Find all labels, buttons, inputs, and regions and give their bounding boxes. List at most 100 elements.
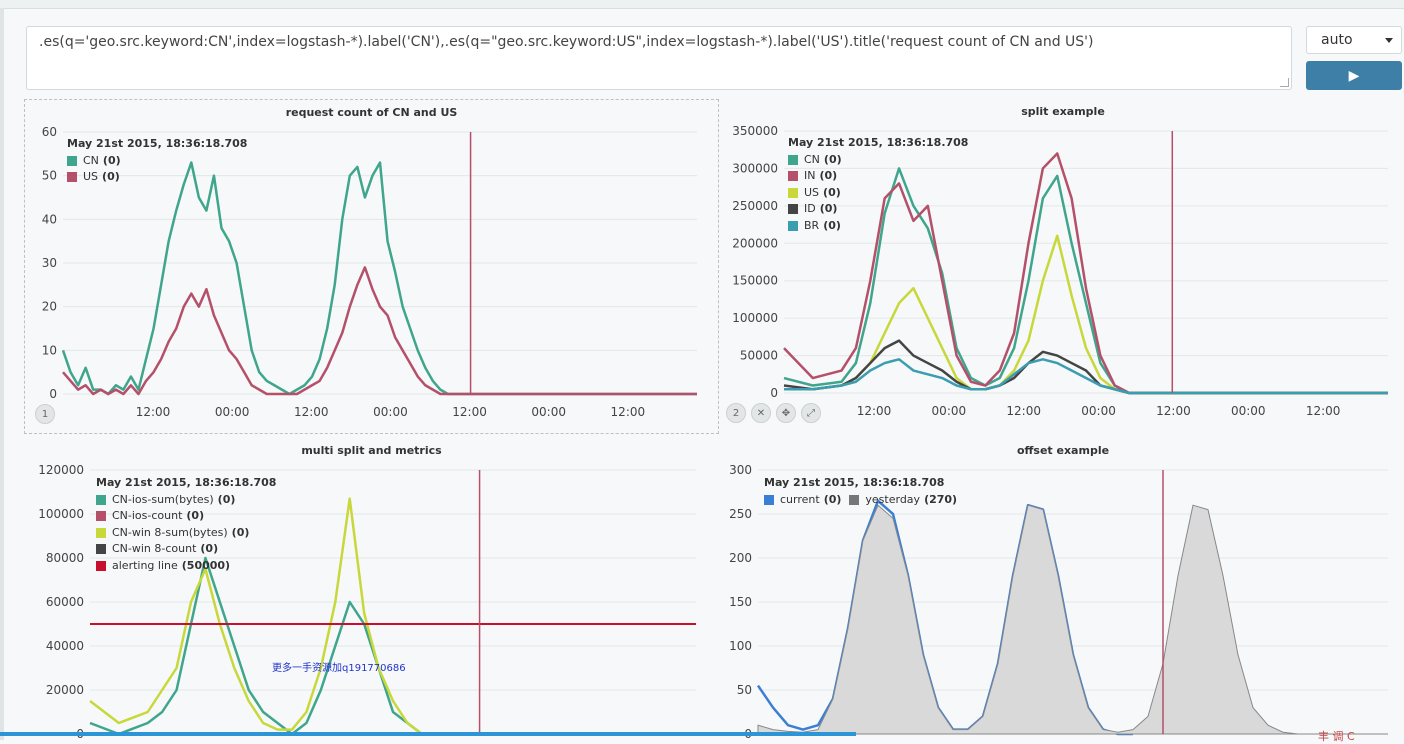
x-tick-label: 12:00 [857,404,892,418]
legend-label: BR [804,218,820,232]
progress-line [0,732,856,736]
legend-label: CN-ios-count [112,509,183,522]
series-area-yesterday [757,504,1388,735]
x-tick-label: 00:00 [1231,404,1266,418]
series-line-CN [61,161,697,396]
legend-item[interactable]: IN (0) [788,168,968,185]
x-tick-label: 00:00 [1081,404,1116,418]
y-tick-label: 120000 [38,463,84,477]
x-tick-label: 00:00 [531,405,566,419]
chart-control-button[interactable]: 1 [35,404,55,424]
chart-panel-request-count[interactable]: request count of CN and US 0 10 20 30 40 50 60… [24,99,719,434]
legend-item[interactable]: CN-ios-sum(bytes) (0) [96,492,276,509]
x-tick-label: 12:00 [1006,404,1041,418]
legend-value: (0) [102,153,121,167]
y-tick-label: 200 [729,551,752,565]
left-edge [0,8,4,740]
chart-control-button[interactable]: 2 [726,403,746,423]
y-tick-label: 350000 [732,124,778,138]
legend-value: (50000) [181,558,231,572]
y-tick-label: 250000 [732,199,778,213]
legend-item[interactable]: alerting line (50000) [96,558,276,575]
panel-title: request count of CN and US [285,106,458,119]
legend-value: (0) [186,509,205,522]
x-tick-label: 00:00 [215,405,250,419]
chart-svg: 0 10 20 30 40 50 60 12:00 00:00 12:00 00:00 12:00 00… [42,125,697,419]
legend-label: CN [804,152,820,166]
y-tick-label: 50 [42,169,57,183]
y-tick-label: 50 [737,683,752,697]
legend-value: (0) [823,185,841,199]
legend-swatch [67,155,77,166]
panel-title: offset example [1016,444,1110,457]
chart-control-button[interactable]: ✥ [776,403,796,423]
chart-panel-split-example[interactable]: split example 0 50000 100000 150000 200000 25… [722,99,1404,434]
y-tick-label: 100000 [38,507,84,521]
y-tick-label: 60000 [46,595,84,609]
legend-swatch [67,172,77,183]
legend-swatch [788,171,798,182]
chart-svg: 050100150200250300 [729,463,1388,741]
panel-title: split example [1021,105,1105,118]
interval-value: auto [1321,32,1353,48]
interval-select[interactable]: auto [1306,26,1402,54]
y-tick-label: 30 [42,256,57,270]
chart-panel-offset-example[interactable]: offset example 050100150200250300 May 21… [722,438,1404,741]
legend-swatch [764,494,774,505]
series-line-CN-win 8-sum(bytes) [89,497,451,736]
legend-label: ID [804,202,816,215]
series-line-US [62,266,697,396]
chart-control-button[interactable]: ⤢ [801,403,821,423]
chart-legend: May 21st 2015, 18:36:18.708 CN-ios-sum(by… [96,475,276,574]
play-icon: ▶ [1348,67,1360,84]
legend-swatch [788,204,798,215]
legend-swatch [788,220,798,231]
chart-legend: May 21st 2015, 18:36:18.708 CN (0) US (0) [67,136,247,186]
legend-label: CN-ios-sum(bytes) [112,492,214,506]
legend-item[interactable]: yesterday (270) [849,492,957,509]
legend-item[interactable]: CN-win 8-sum(bytes) (0) [96,525,276,542]
legend-value: (0) [823,218,841,232]
legend-label: CN-win 8-sum(bytes) [112,525,228,539]
legend-swatch [788,187,798,198]
legend-item[interactable]: BR (0) [788,218,968,235]
legend-label: alerting line [112,558,178,572]
legend-timestamp: May 21st 2015, 18:36:18.708 [764,476,945,489]
y-tick-label: 20 [42,300,57,314]
legend-value: (0) [102,170,120,183]
legend-value: (0) [819,202,838,215]
legend-timestamp: May 21st 2015, 18:36:18.708 [788,136,969,149]
top-bar [0,0,1404,9]
legend-item[interactable]: US (0) [67,169,247,186]
chart-legend: May 21st 2015, 18:36:18.708 current (0) yes… [764,475,965,508]
legend-item[interactable]: current (0) [764,492,841,509]
legend-item[interactable]: CN (0) [788,152,968,169]
legend-item[interactable]: CN-ios-count (0) [96,508,276,525]
chart-svg: 0 50000 100000 150000 200000 250000 300000 3500… [732,124,1388,418]
y-tick-label: 0 [49,387,57,401]
y-tick-label: 100000 [732,311,778,325]
legend-swatch [849,494,860,505]
legend-value: (0) [819,169,838,182]
expression-input[interactable]: .es(q='geo.src.keyword:CN',index=logstas… [26,26,1292,90]
legend-item[interactable]: US (0) [788,185,968,202]
x-tick-label: 00:00 [373,405,408,419]
panel-title: multi split and metrics [301,444,442,457]
caret-down-icon [1385,38,1393,43]
legend-item[interactable]: ID (0) [788,201,968,218]
legend-value: (0) [217,492,236,506]
legend-item[interactable]: CN-win 8-count (0) [96,541,276,558]
y-tick-label: 40 [42,212,57,226]
resize-grip-icon[interactable] [1280,78,1289,87]
run-button[interactable]: ▶ [1306,61,1402,90]
legend-swatch [788,154,798,165]
legend-swatch [96,494,106,505]
legend-item[interactable]: CN (0) [67,153,247,170]
series-line-BR [784,358,1388,395]
chart-panel-multi-split[interactable]: multi split and metrics 0200004000060000… [24,438,719,741]
y-tick-label: 0 [770,386,778,400]
y-tick-label: 20000 [46,683,84,697]
chart-control-button[interactable]: ✕ [751,403,771,423]
y-tick-label: 200000 [732,236,778,250]
y-tick-label: 100 [729,639,752,653]
